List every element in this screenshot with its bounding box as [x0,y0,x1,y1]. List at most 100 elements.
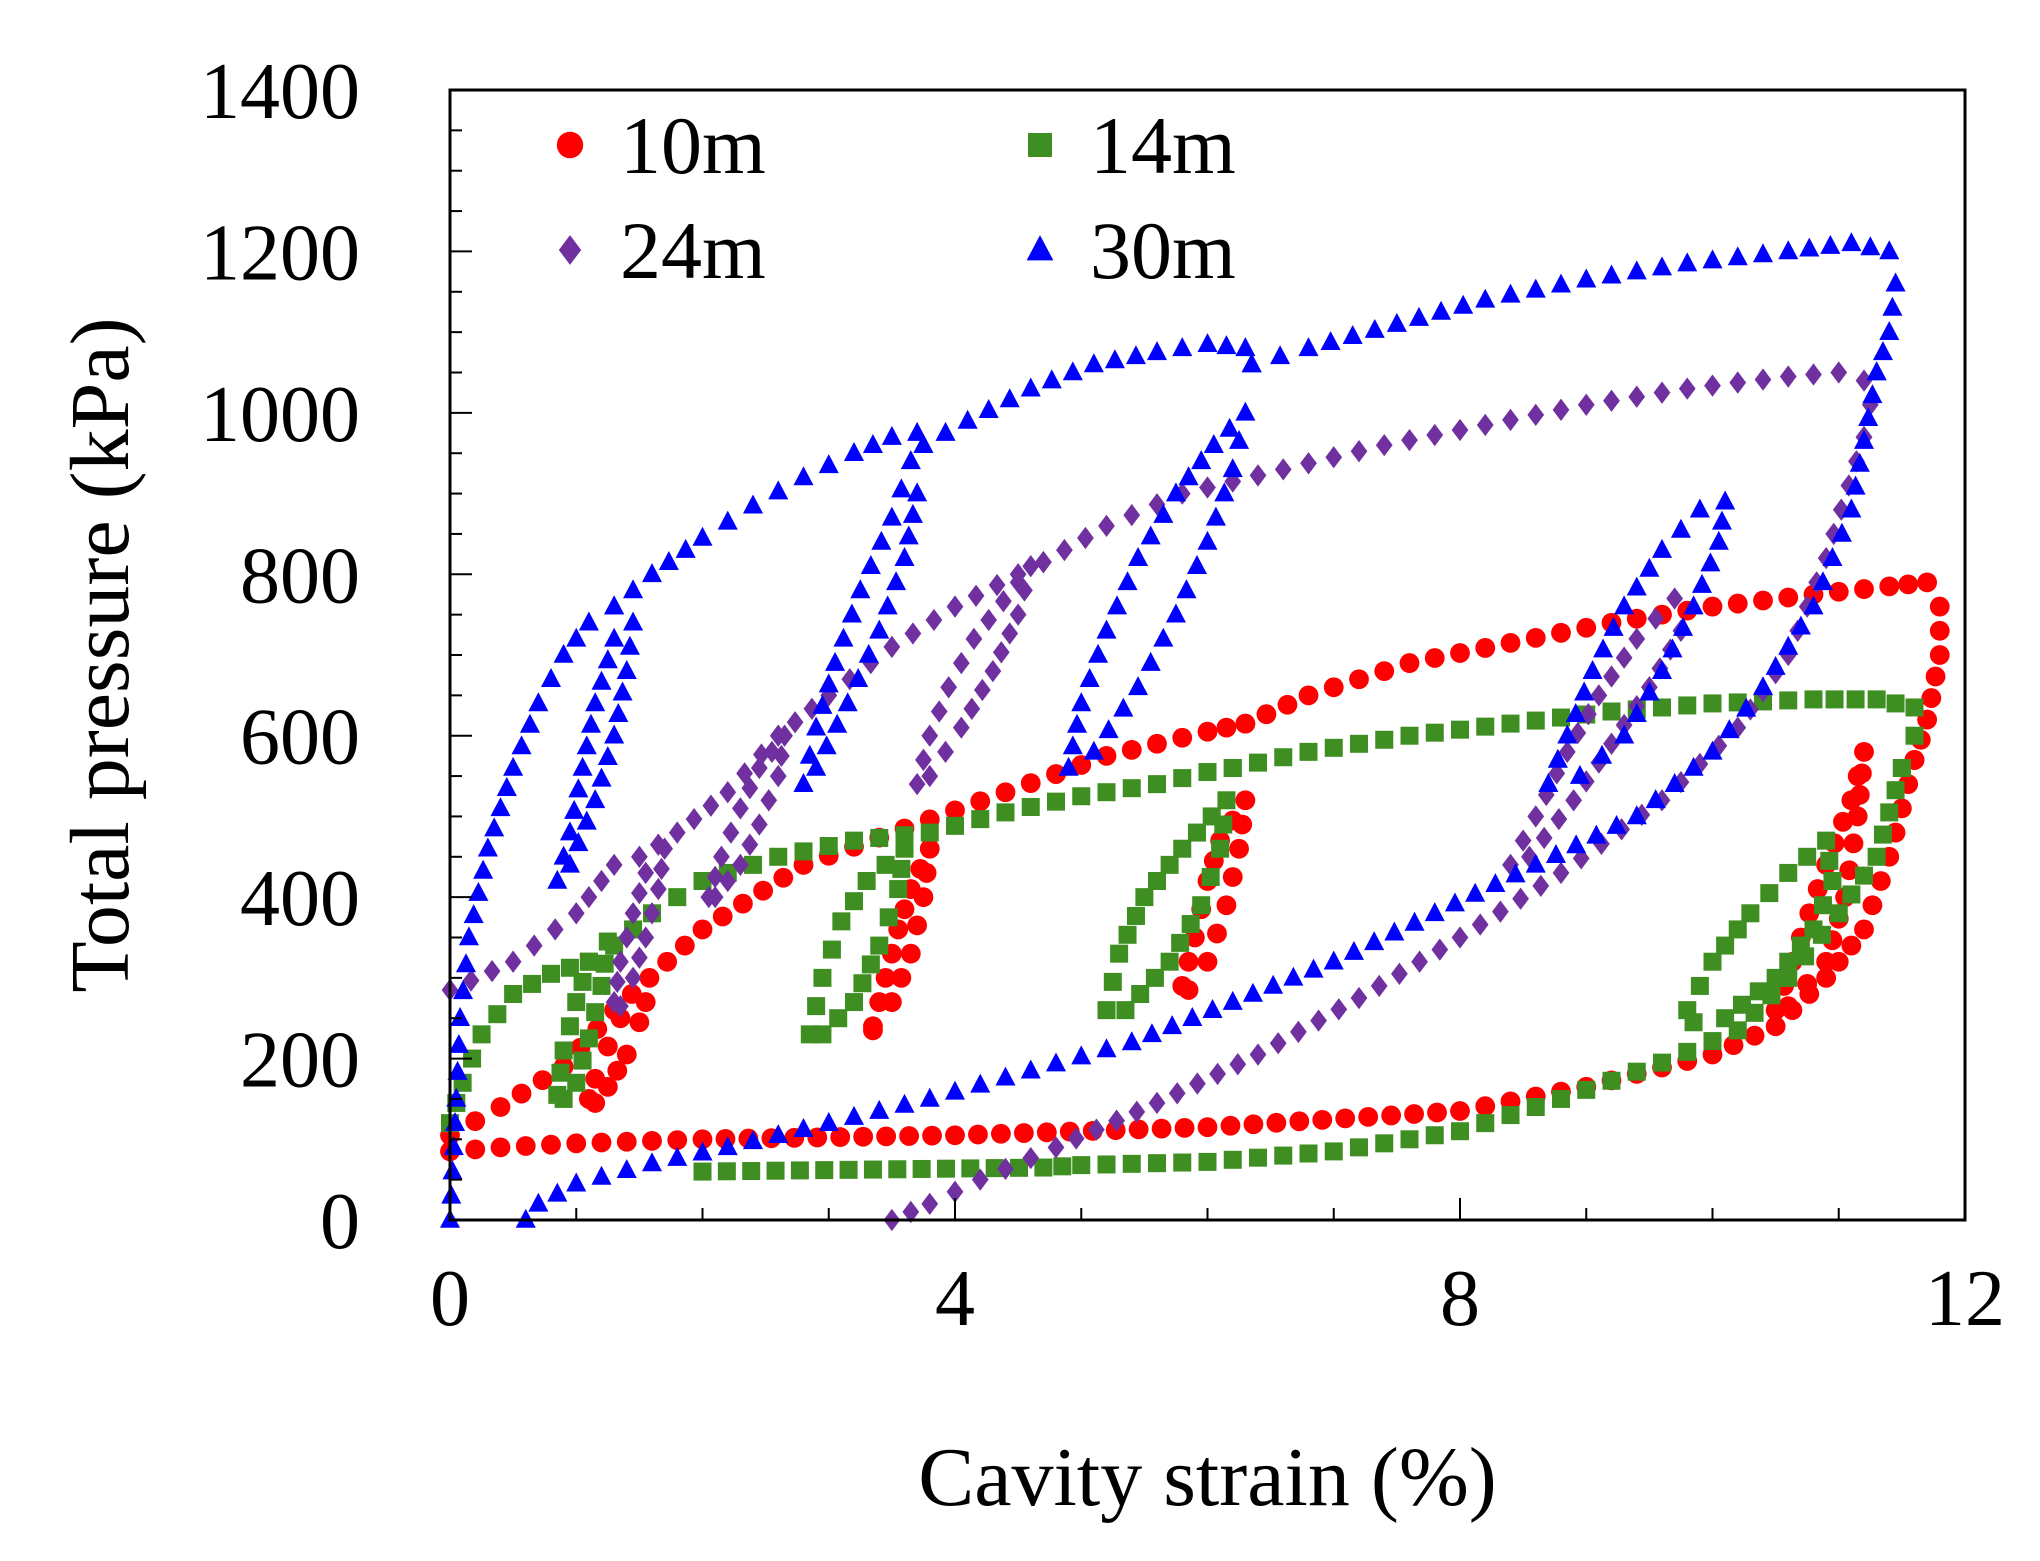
data-point [891,967,912,988]
data-point [961,1159,980,1178]
data-point [1702,249,1723,269]
data-point [674,935,695,956]
data-point [1765,1016,1786,1037]
data-point [1723,1035,1744,1056]
data-point [750,813,768,836]
data-point [922,1125,942,1146]
data-point [742,494,764,514]
data-point [907,421,928,441]
data-point [643,902,661,925]
data-point [913,433,934,453]
data-point [1222,867,1243,887]
data-point [1628,627,1646,651]
data-point [776,724,793,747]
data-point [1565,703,1586,723]
data-point [564,799,585,819]
data-point [1798,595,1816,618]
data-point [1207,923,1227,944]
legend: 10m 14m 24m 30m [556,100,1236,296]
data-point [995,782,1016,803]
data-point [822,940,841,959]
data-point [1197,1117,1218,1138]
data-point [532,1070,553,1090]
data-point [773,744,790,768]
y-tick-labels: 0 200 400 600 800 1000 1200 1400 [200,48,360,1266]
data-point [616,1131,637,1152]
data-point [1153,627,1174,647]
data-point [722,821,740,844]
data-point [996,803,1015,822]
series-10m [440,572,1950,1162]
data-point [597,1076,618,1097]
data-point [1628,385,1646,408]
data-point [1708,530,1729,550]
data-point [1601,264,1622,284]
data-point [829,1009,848,1028]
data-point [1678,377,1696,400]
data-point [1569,764,1590,784]
data-point [496,777,517,796]
data-point [1798,847,1817,866]
data-point [1677,252,1698,272]
data-point [1678,696,1697,715]
data-point [1197,530,1218,550]
data-point [793,466,814,486]
x-tick-label: 0 [430,1255,470,1343]
data-point [985,1159,1004,1178]
data-point [1822,546,1843,566]
series-24m [441,361,1879,1232]
data-point [1892,759,1911,777]
data-point [1803,595,1824,615]
data-point [579,1029,598,1048]
data-point [1841,232,1862,252]
data-point [477,837,498,857]
data-point [1217,791,1236,810]
data-point [1274,458,1292,481]
data-point [1700,552,1721,572]
data-point [1752,676,1774,696]
data-point [1854,919,1874,940]
data-point [1062,735,1083,755]
data-point [1823,872,1842,890]
data-point [1224,470,1242,493]
data-point [1526,1098,1545,1116]
data-point [712,906,733,927]
data-point [970,1073,991,1093]
data-point [945,800,965,821]
data-point [1168,1082,1186,1105]
data-point [546,918,564,941]
data-point [560,958,579,977]
data-point [806,716,827,736]
data-point [1550,273,1572,293]
data-point [465,1111,486,1132]
data-point [1752,243,1774,263]
data-point [504,985,523,1003]
data-point [1072,1156,1091,1175]
data-point [653,857,670,881]
data-point [573,1051,592,1070]
data-point [1122,1154,1141,1173]
data-point [1703,694,1722,713]
data-point [597,649,618,669]
data-point [1172,337,1193,357]
data-point [623,611,644,631]
data-point [750,756,768,780]
data-point [916,863,937,883]
data-point [1662,638,1683,658]
y-tick-label: 600 [240,694,360,782]
data-point [1222,458,1243,478]
data-point [946,816,964,835]
data-point [567,1073,586,1092]
data-point [984,659,1002,683]
data-point [995,1066,1016,1086]
data-point [668,821,686,844]
data-point [862,433,883,453]
legend-label: 24m [620,205,766,296]
data-point [1298,337,1319,357]
data-point [547,869,568,889]
data-point [1197,951,1218,972]
data-point [845,993,863,1012]
data-point [1108,1109,1125,1132]
data-point [1880,803,1899,822]
data-point [1364,931,1385,951]
